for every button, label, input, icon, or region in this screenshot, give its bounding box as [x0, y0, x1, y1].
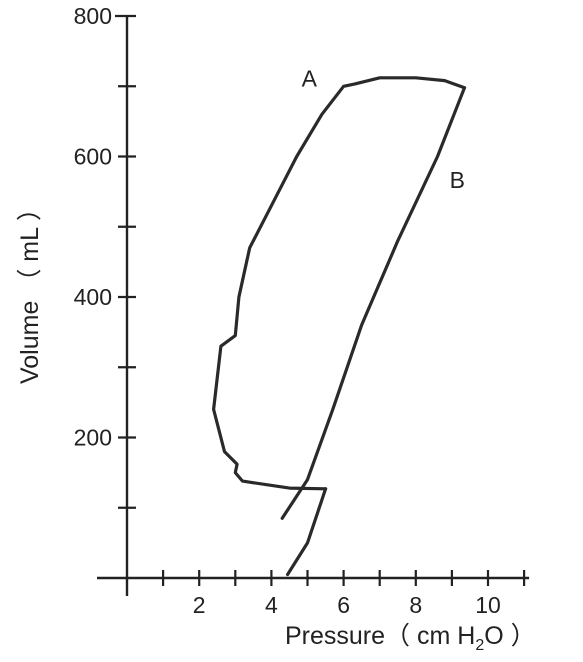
y-axis-title: Volume （ mL ） [16, 196, 44, 384]
x-tick-label: 8 [409, 592, 422, 618]
y-tick-label: 200 [74, 425, 112, 451]
x-tick-label: 6 [337, 592, 350, 618]
series-line-b [280, 86, 467, 520]
y-tick-label: 400 [74, 284, 112, 310]
x-axis-title: Pressure（ cm H2O ） [285, 622, 536, 654]
series-layer [212, 76, 467, 577]
x-tick-label: 2 [193, 592, 206, 618]
series-line-3 [286, 487, 328, 577]
curve-label-b: B [450, 167, 465, 193]
series-line-a [212, 76, 467, 491]
y-tick-label: 800 [74, 3, 112, 29]
labels-layer: AB [302, 65, 465, 193]
x-axis-title-main: Pressure（ cm H [285, 622, 475, 650]
x-axis-title-suffix: O ） [484, 622, 535, 650]
curve-label-a: A [302, 65, 318, 91]
y-tick-label: 600 [74, 144, 112, 170]
x-tick-label: 10 [475, 592, 501, 618]
x-axis-title-subscript: 2 [475, 637, 484, 654]
x-tick-label: 4 [265, 592, 278, 618]
axes: 2 4 6 8 10 200 400 600 800 [74, 3, 530, 618]
